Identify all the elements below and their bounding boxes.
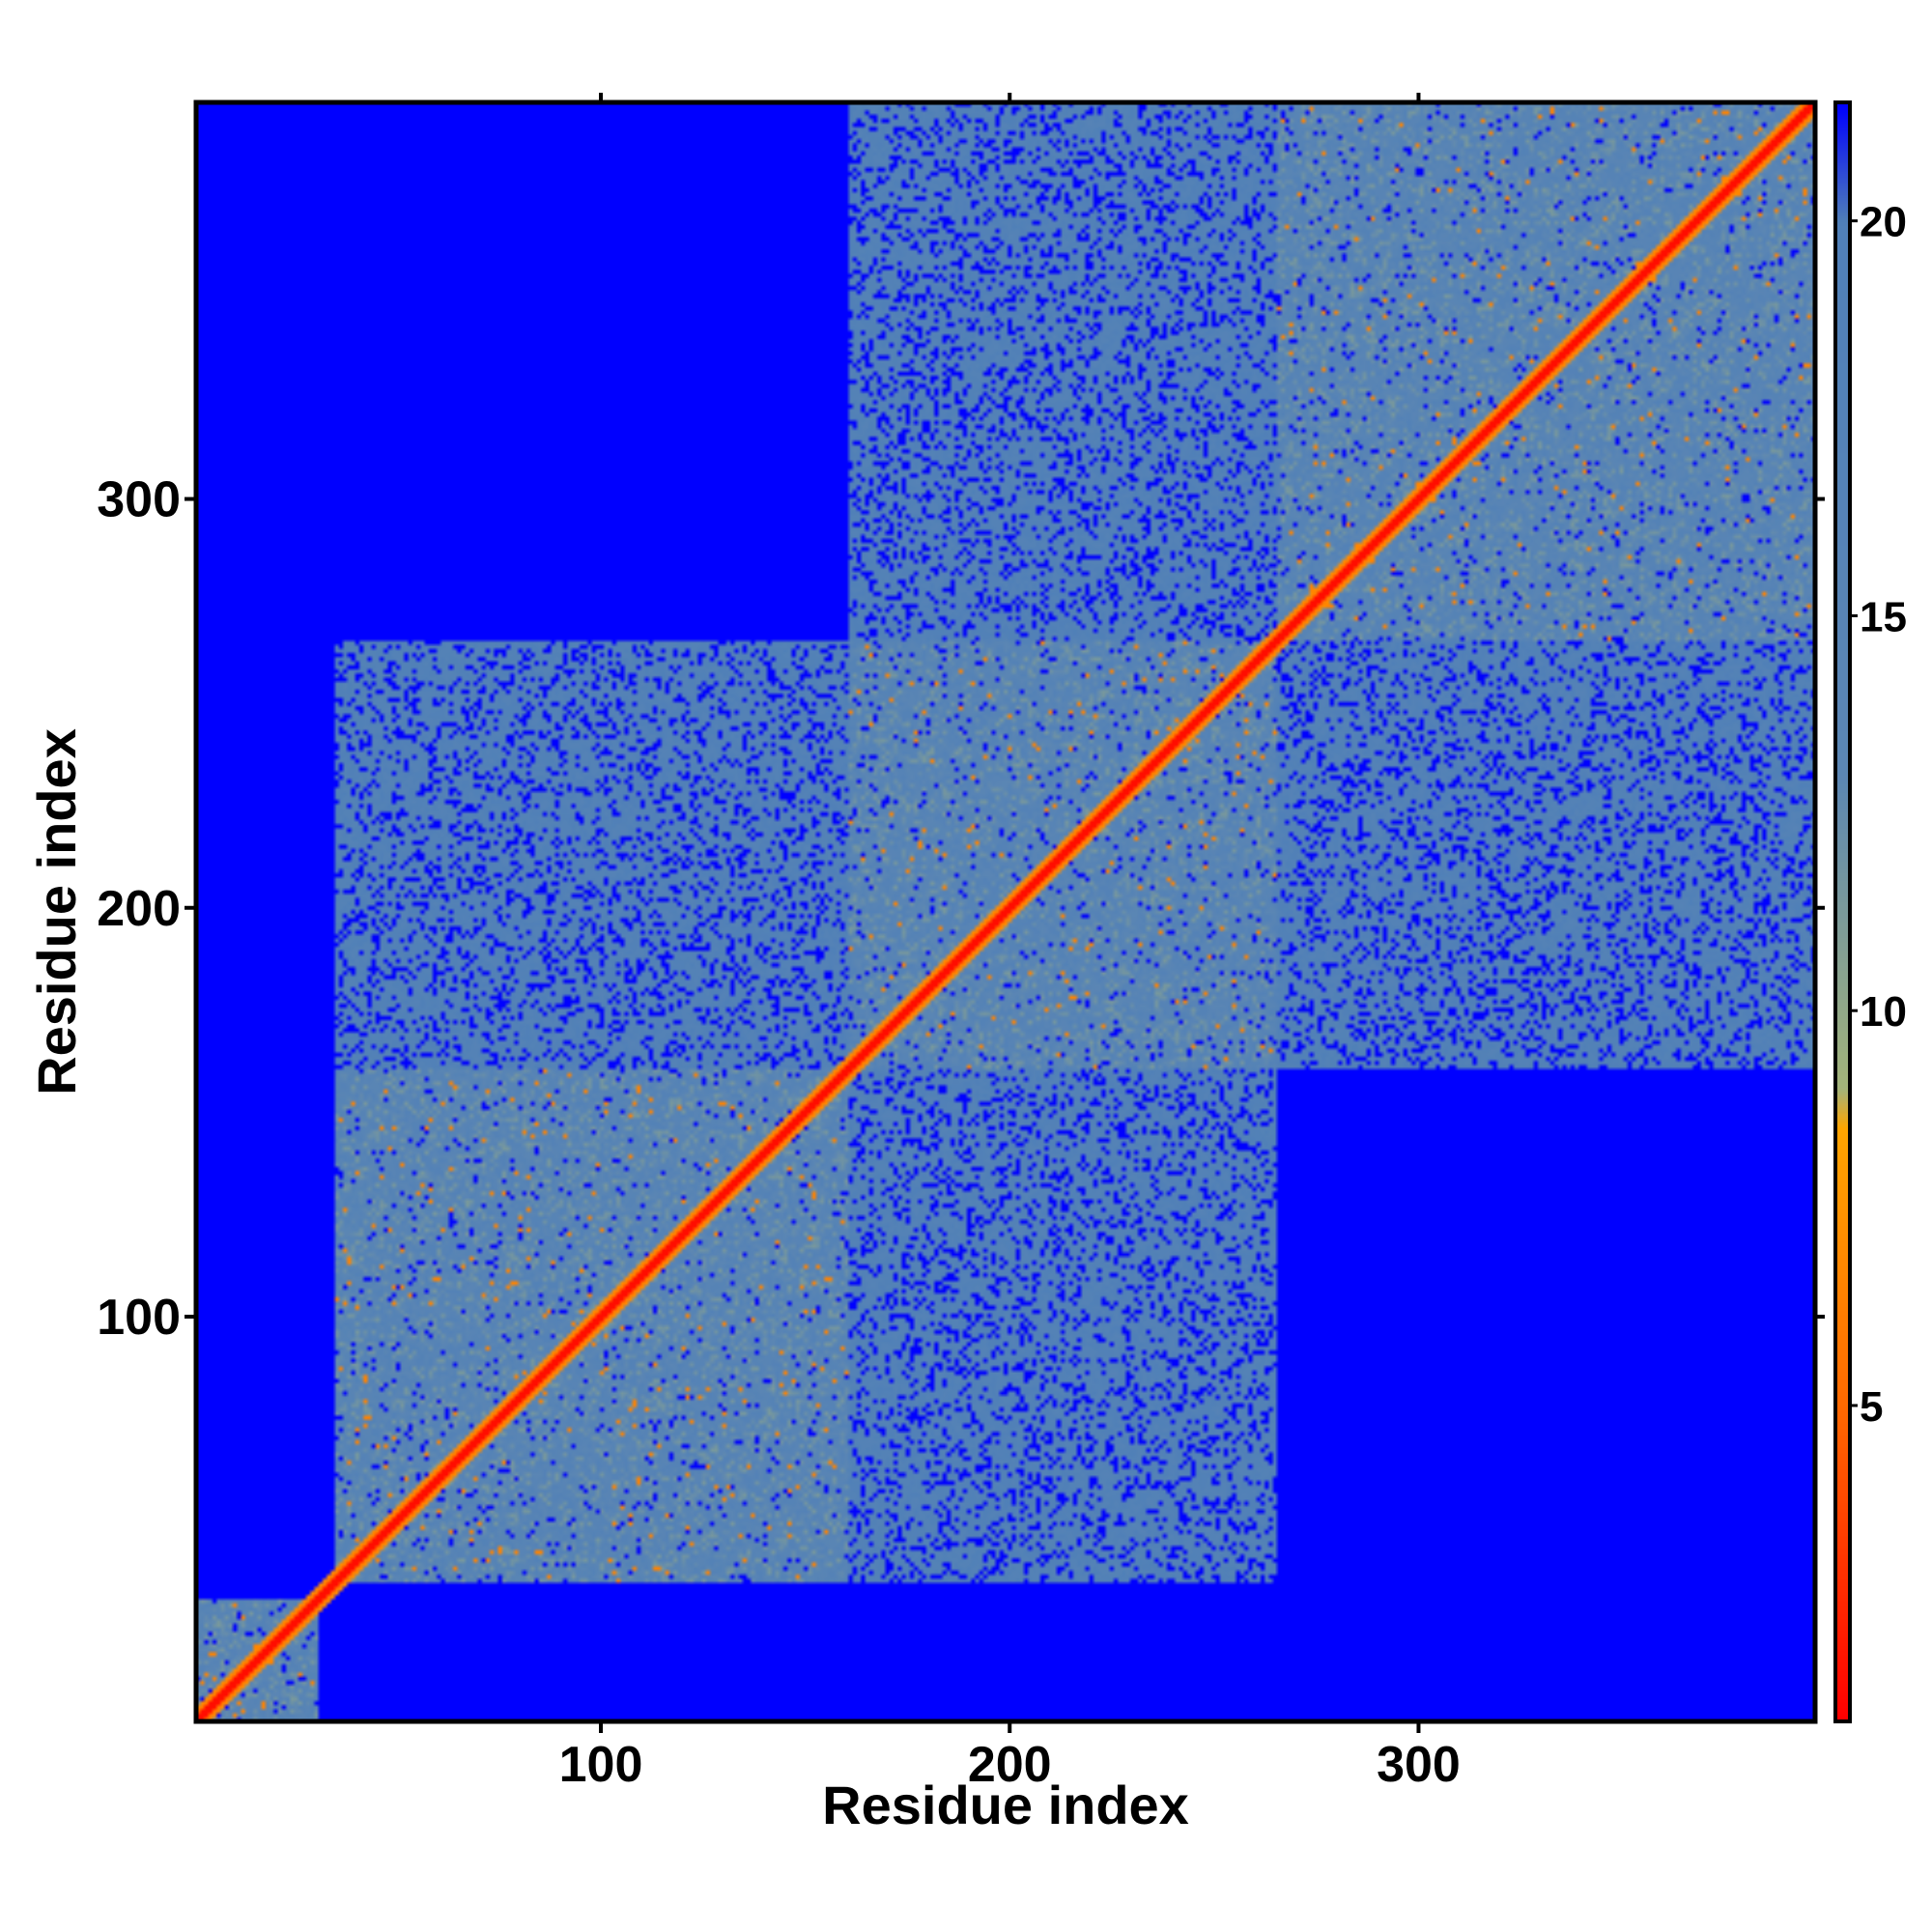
y-axis-ticks: 100 200 300 [97,472,196,1346]
y-tick-label: 200 [97,881,181,937]
right-axis-ticks [1815,497,1825,1319]
heatmap-cells [196,102,1815,1721]
x-tick-label: 200 [968,1737,1052,1793]
y-axis-label: Residue index [26,728,87,1095]
colorbar-tick-label: 10 [1860,988,1907,1036]
x-tick-label: 300 [1377,1737,1461,1793]
colorbar-tick-label: 20 [1860,199,1907,246]
plot-frame [193,99,1818,1724]
colorbar-frame [1833,100,1852,1723]
top-axis-ticks [599,93,1421,102]
colorbar-ticks: 5 10 15 20 [1850,199,1907,1431]
y-tick-label: 100 [97,1290,181,1346]
colorbar-gradient [1835,102,1850,1721]
colorbar-tick-label: 5 [1860,1383,1883,1431]
y-tick-label: 300 [97,472,181,528]
colorbar-tick-label: 15 [1860,593,1907,640]
x-axis-label: Residue index [822,1775,1189,1835]
x-tick-label: 100 [559,1737,643,1793]
x-axis-ticks: 100 200 300 [559,1721,1461,1793]
